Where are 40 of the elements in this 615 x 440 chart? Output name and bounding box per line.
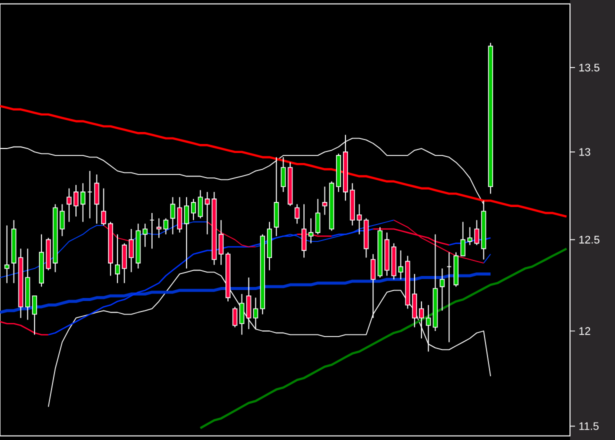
candlestick bbox=[302, 204, 306, 258]
candlestick bbox=[128, 228, 134, 273]
candlestick bbox=[315, 198, 320, 235]
candlestick bbox=[4, 224, 10, 284]
candlestick bbox=[142, 223, 148, 248]
candlestick bbox=[322, 186, 328, 216]
candlestick bbox=[467, 226, 472, 246]
candlestick bbox=[66, 188, 72, 222]
candlestick bbox=[80, 182, 86, 222]
candlestick bbox=[294, 204, 300, 224]
y-tick-label: 12.5 bbox=[579, 236, 600, 244]
candlestick bbox=[114, 234, 120, 284]
candlestick bbox=[156, 218, 162, 238]
candlestick bbox=[60, 204, 65, 237]
candlestick bbox=[177, 196, 182, 234]
candlestick bbox=[460, 221, 466, 256]
candlestick bbox=[232, 306, 238, 328]
candlestick bbox=[218, 220, 224, 266]
candlestick bbox=[190, 198, 196, 221]
candlestick bbox=[94, 174, 100, 224]
candlestick bbox=[198, 190, 203, 219]
candlestick bbox=[426, 304, 431, 352]
y-tick-label: 11.5 bbox=[579, 422, 599, 430]
candlestick bbox=[440, 268, 445, 312]
candlestick bbox=[308, 218, 314, 244]
candlestick bbox=[32, 295, 38, 336]
candlestick bbox=[163, 218, 168, 235]
candlestick bbox=[239, 294, 244, 336]
candlestick bbox=[101, 188, 106, 226]
candlestick bbox=[418, 300, 424, 339]
candlestick bbox=[122, 242, 127, 284]
y-tick-label: 12 bbox=[579, 327, 590, 335]
y-tick-label: 13.5 bbox=[579, 64, 600, 72]
candlestick bbox=[184, 196, 190, 269]
y-tick-label: 13 bbox=[579, 148, 590, 156]
candlestick bbox=[74, 184, 78, 218]
candlestick bbox=[246, 277, 252, 330]
candlestick bbox=[474, 220, 480, 246]
candlestick bbox=[253, 297, 258, 330]
candlestick bbox=[412, 273, 418, 328]
